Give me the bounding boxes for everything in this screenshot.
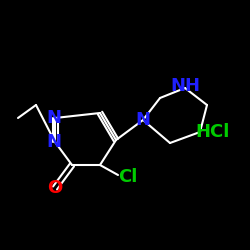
Text: O: O bbox=[48, 179, 62, 197]
Text: N: N bbox=[46, 133, 62, 151]
Text: N: N bbox=[46, 109, 62, 127]
Text: HCl: HCl bbox=[196, 123, 230, 141]
Text: NH: NH bbox=[170, 77, 200, 95]
Text: Cl: Cl bbox=[118, 168, 138, 186]
Text: N: N bbox=[136, 111, 150, 129]
